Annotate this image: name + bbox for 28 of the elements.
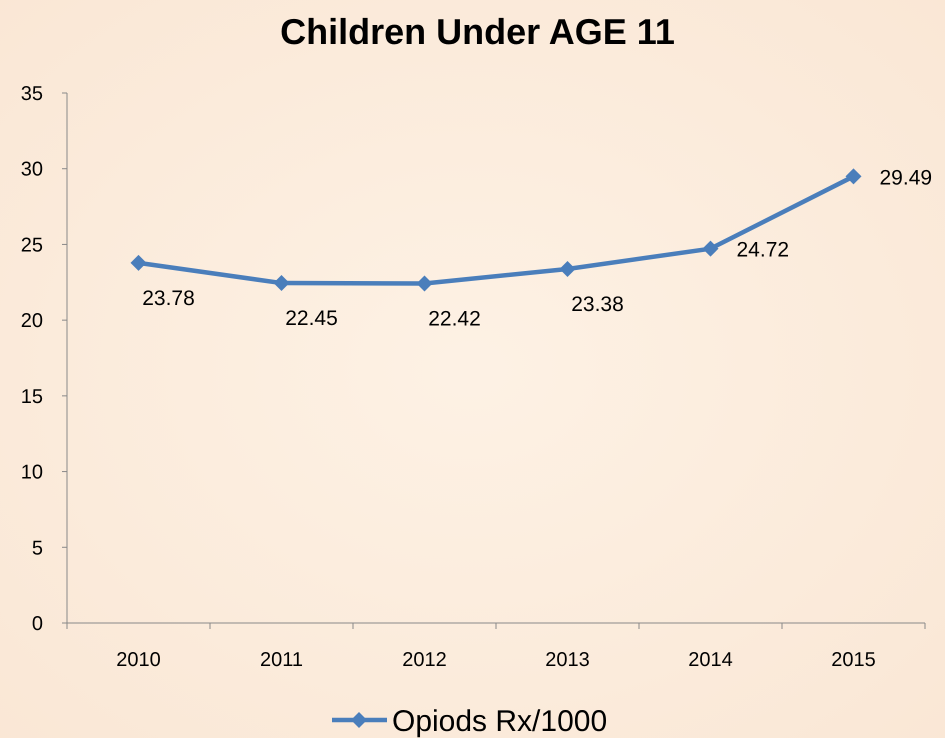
x-tick-label: 2010 [116,649,161,671]
point [416,275,432,292]
y-tick-label: 0 [32,613,43,635]
x-tick-label: 2013 [545,649,590,671]
data-label: 22.42 [428,307,481,330]
data-label: 23.78 [142,286,195,310]
y-tick-label: 30 [20,158,43,181]
chart-title: Children Under AGE 11 [280,11,675,52]
y-tick-label: 35 [20,83,43,105]
y-tick-label: 5 [32,537,43,560]
data-label: 22.45 [285,307,338,330]
y-tick-label: 25 [20,234,43,256]
x-tick-label: 2014 [688,649,733,671]
y-tick-label: 20 [20,310,43,332]
data-label: 23.38 [571,292,624,316]
y-tick-label: 10 [20,462,43,484]
x-tick-label: 2015 [831,649,876,671]
point [702,240,718,257]
legend-label: Opiods Rx/1000 [392,705,608,738]
x-tick-label: 2012 [402,649,447,671]
point [130,254,146,271]
data-label: 29.49 [880,166,932,190]
point [846,168,862,184]
point [274,275,290,292]
data-label: 24.72 [736,238,790,262]
x-tick-label: 2011 [260,649,304,671]
point [560,260,576,277]
y-tick-label: 15 [20,386,43,408]
